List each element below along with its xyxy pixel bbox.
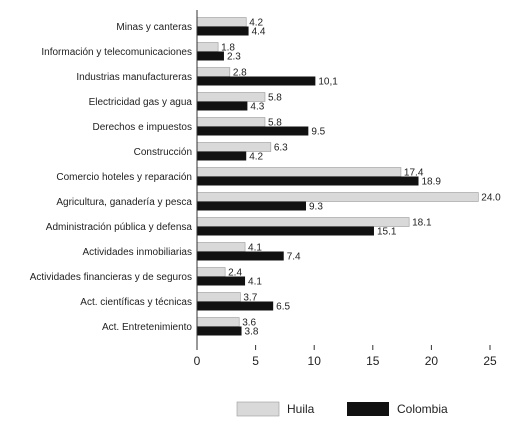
value-label-huila-act-cientificas-y-tecnicas: 3.7 <box>243 293 257 304</box>
bar-huila-act-cientificas-y-tecnicas <box>196 292 241 302</box>
category-label-informacion-y-telecomunicaciones: Información y telecomunicaciones <box>41 47 192 58</box>
value-label-huila-derechos-e-impuestos: 5.8 <box>268 118 282 129</box>
category-label-act-cientificas-y-tecnicas: Act. científicas y técnicas <box>80 297 192 308</box>
category-label-derechos-e-impuestos: Derechos e impuestos <box>93 122 193 133</box>
value-label-colombia-derechos-e-impuestos: 9.5 <box>311 127 325 138</box>
bar-colombia-administracion-publica-y-defensa <box>197 226 374 236</box>
value-label-colombia-act-entretenimiento: 3.8 <box>245 327 259 338</box>
legend-label-huila: Huila <box>287 402 315 416</box>
bar-huila-industrias-manufactureras <box>196 67 231 77</box>
bar-colombia-agricultura-ganaderia-y-pesca <box>197 201 306 211</box>
value-label-huila-act-entretenimiento: 3.6 <box>242 318 256 329</box>
bar-colombia-minas-y-canteras <box>197 26 249 36</box>
category-label-administracion-publica-y-defensa: Administración pública y defensa <box>46 222 193 233</box>
value-label-colombia-agricultura-ganaderia-y-pesca: 9.3 <box>309 202 323 213</box>
bar-huila-comercio-hoteles-y-reparacion <box>196 167 402 177</box>
value-label-huila-minas-y-canteras: 4.2 <box>249 18 263 29</box>
bar-colombia-derechos-e-impuestos <box>197 126 309 136</box>
category-label-construccion: Construcción <box>134 147 192 158</box>
value-label-colombia-actividades-financieras-y-de-seguros: 4.1 <box>248 277 262 288</box>
x-tick-label-5: 5 <box>252 354 259 368</box>
bar-colombia-industrias-manufactureras <box>197 76 316 86</box>
category-label-industrias-manufactureras: Industrias manufactureras <box>76 72 192 83</box>
value-label-huila-agricultura-ganaderia-y-pesca: 24.0 <box>481 193 501 204</box>
x-tick-label-10: 10 <box>308 354 322 368</box>
bar-huila-agricultura-ganaderia-y-pesca <box>196 192 479 202</box>
category-label-actividades-financieras-y-de-seguros: Actividades financieras y de seguros <box>30 272 192 283</box>
bar-colombia-actividades-financieras-y-de-seguros <box>197 276 246 286</box>
bar-huila-derechos-e-impuestos <box>196 117 266 127</box>
category-label-act-entretenimiento: Act. Entretenimiento <box>102 322 192 333</box>
value-label-colombia-administracion-publica-y-defensa: 15.1 <box>377 227 397 238</box>
category-label-electricidad-gas-y-agua: Electricidad gas y agua <box>89 97 193 108</box>
value-label-huila-construccion: 6.3 <box>274 143 288 154</box>
bar-huila-act-entretenimiento <box>196 317 240 327</box>
legend-swatch-colombia <box>347 402 389 416</box>
x-tick-label-25: 25 <box>483 354 497 368</box>
bar-colombia-informacion-y-telecomunicaciones <box>197 51 224 61</box>
legend-label-colombia: Colombia <box>397 402 448 416</box>
bar-huila-actividades-inmobiliarias <box>196 242 246 252</box>
value-label-colombia-electricidad-gas-y-agua: 4.3 <box>250 102 264 113</box>
value-label-huila-actividades-financieras-y-de-seguros: 2.4 <box>228 268 242 279</box>
axis-layer: 0 5 10 15 20 25 <box>194 10 497 368</box>
x-tick-label-0: 0 <box>194 354 201 368</box>
value-label-huila-comercio-hoteles-y-reparacion: 17.4 <box>404 168 424 179</box>
bar-colombia-act-cientificas-y-tecnicas <box>197 301 274 311</box>
value-label-huila-electricidad-gas-y-agua: 5.8 <box>268 93 282 104</box>
bar-colombia-act-entretenimiento <box>197 326 242 336</box>
bar-colombia-comercio-hoteles-y-reparacion <box>197 176 419 186</box>
value-label-colombia-comercio-hoteles-y-reparacion: 18.9 <box>422 177 442 188</box>
value-label-huila-actividades-inmobiliarias: 4.1 <box>248 243 262 254</box>
value-label-huila-informacion-y-telecomunicaciones: 1.8 <box>221 43 235 54</box>
bar-huila-electricidad-gas-y-agua <box>196 92 266 102</box>
value-label-colombia-construccion: 4.2 <box>249 152 263 163</box>
value-label-huila-industrias-manufactureras: 2.8 <box>233 68 247 79</box>
bar-huila-administracion-publica-y-defensa <box>196 217 410 227</box>
value-label-colombia-act-cientificas-y-tecnicas: 6.5 <box>276 302 290 313</box>
legend: Huila Colombia <box>236 401 448 417</box>
bar-huila-informacion-y-telecomunicaciones <box>196 42 219 52</box>
category-label-actividades-inmobiliarias: Actividades inmobiliarias <box>83 247 193 258</box>
value-label-colombia-informacion-y-telecomunicaciones: 2.3 <box>227 52 241 63</box>
x-tick-label-20: 20 <box>425 354 439 368</box>
value-label-colombia-actividades-inmobiliarias: 7.4 <box>287 252 301 263</box>
bar-colombia-actividades-inmobiliarias <box>197 251 284 261</box>
bar-huila-construccion <box>196 142 272 152</box>
value-label-huila-administracion-publica-y-defensa: 18.1 <box>412 218 432 229</box>
bar-colombia-electricidad-gas-y-agua <box>197 101 248 111</box>
bar-huila-minas-y-canteras <box>196 17 247 27</box>
x-tick-label-15: 15 <box>366 354 380 368</box>
category-label-minas-y-canteras: Minas y canteras <box>116 22 192 33</box>
category-label-agricultura-ganaderia-y-pesca: Agricultura, ganadería y pesca <box>56 197 192 208</box>
value-label-colombia-minas-y-canteras: 4.4 <box>252 27 266 38</box>
category-label-comercio-hoteles-y-reparacion: Comercio hoteles y reparación <box>56 172 192 183</box>
bar-colombia-construccion <box>197 151 247 161</box>
value-label-colombia-industrias-manufactureras: 10,1 <box>318 77 338 88</box>
bar-huila-actividades-financieras-y-de-seguros <box>196 267 226 277</box>
legend-swatch-huila <box>236 401 280 417</box>
